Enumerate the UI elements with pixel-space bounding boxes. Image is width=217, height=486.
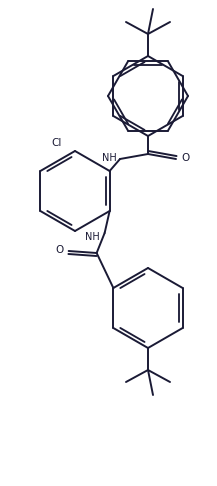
Text: NH: NH bbox=[102, 153, 116, 163]
Text: NH: NH bbox=[85, 232, 100, 242]
Text: Cl: Cl bbox=[52, 138, 62, 148]
Text: O: O bbox=[181, 153, 189, 163]
Text: O: O bbox=[56, 245, 64, 255]
